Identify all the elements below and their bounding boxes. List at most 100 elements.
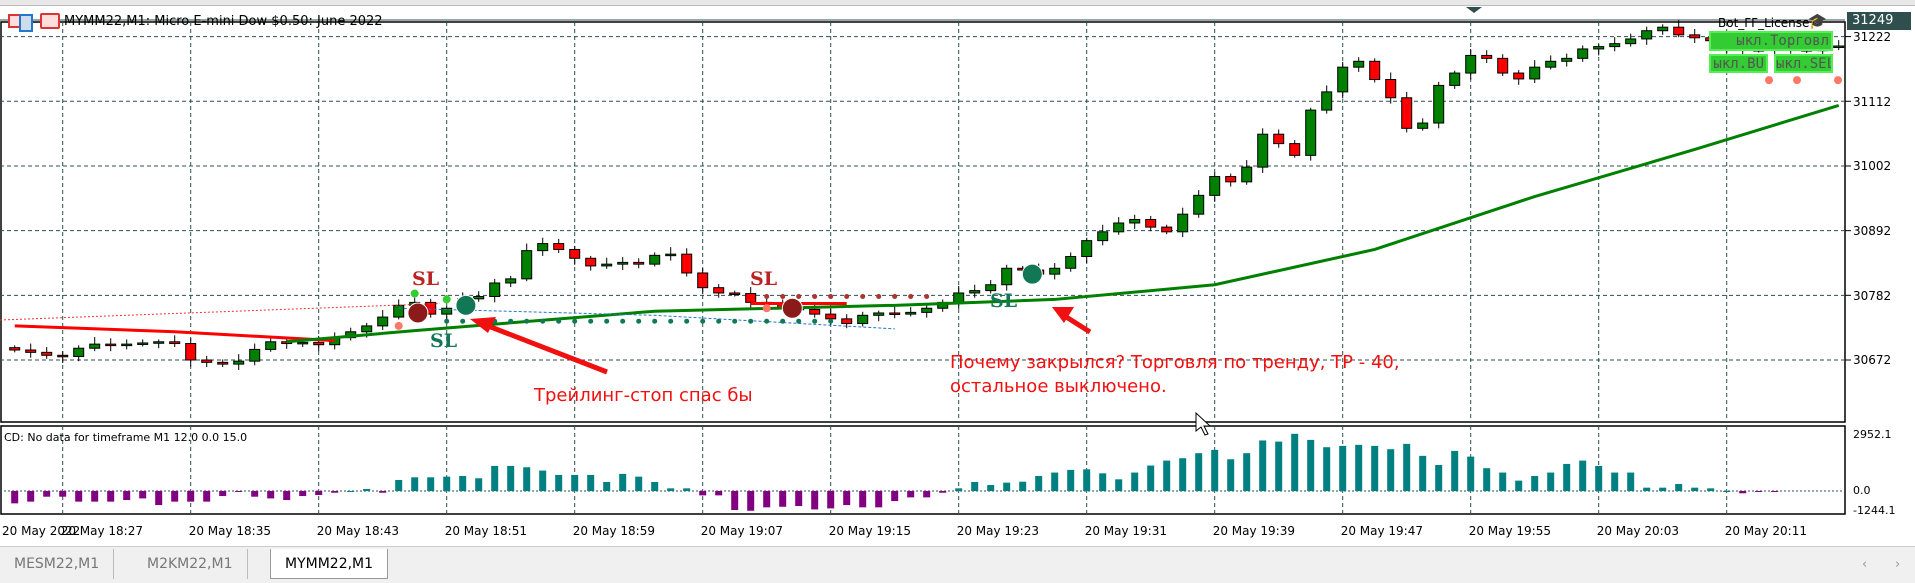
candle-body (441, 307, 453, 315)
cd-bar (1355, 444, 1363, 491)
scroll-left-icon[interactable]: ‹ (1862, 557, 1868, 572)
trailing-dot (732, 318, 738, 324)
trailing-dot (588, 318, 594, 324)
price-level: 30892 (1853, 224, 1892, 238)
trailing-dot (652, 318, 658, 324)
candle-body (1241, 166, 1253, 183)
candle-body (1545, 60, 1557, 68)
scroll-right-icon[interactable]: › (1895, 557, 1901, 572)
cd-bar (1739, 491, 1747, 494)
stop-dot (828, 293, 834, 299)
candle-body (1561, 57, 1573, 62)
candle-body (1337, 66, 1349, 93)
cd-bar (811, 491, 819, 510)
stop-dot (812, 293, 818, 299)
indicator-level: 0.0 (1853, 484, 1871, 497)
annotation-why-closed-2: остальное выключено. (950, 376, 1167, 397)
cd-bar (667, 488, 675, 491)
candle-body (841, 318, 853, 325)
candle-body (729, 292, 741, 295)
cd-bar (843, 491, 851, 506)
candle-body (1593, 46, 1605, 50)
cd-bar (1051, 472, 1059, 491)
cd-bar (923, 491, 931, 498)
candle-body (873, 312, 885, 316)
cd-bar (379, 491, 387, 493)
cd-bar (1243, 453, 1251, 491)
cd-bar (635, 476, 643, 491)
trailing-dot (812, 318, 818, 324)
candle-body (1049, 267, 1061, 275)
tab-mymm22[interactable]: MYMM22,M1 (270, 549, 389, 579)
chart-shift-marker (1466, 7, 1482, 13)
cd-bar (1675, 483, 1683, 491)
time-label: 20 May 19:23 (956, 524, 1039, 538)
cd-bar (251, 491, 259, 497)
cd-bar (27, 491, 35, 502)
cd-bar (779, 491, 787, 507)
tab-mesm22[interactable]: MESM22,M1 (0, 549, 115, 579)
cd-bar (1659, 487, 1667, 491)
candle-body (1209, 176, 1221, 196)
trailing-dot (604, 318, 610, 324)
candle-body (1641, 30, 1653, 40)
cd-bar (1211, 449, 1219, 491)
arrow-head-icon (1052, 307, 1074, 323)
candle-body (1145, 218, 1157, 228)
cd-bar (1515, 480, 1523, 491)
cd-bar (235, 491, 243, 492)
candle-body (1369, 60, 1381, 81)
cd-bar (715, 491, 723, 496)
trailing-dot (524, 318, 530, 324)
cd-bar (1547, 472, 1555, 491)
stop-dot (924, 293, 930, 299)
candle-body (953, 292, 965, 303)
cd-bar (1163, 460, 1171, 491)
sell-toggle-button[interactable]: ыкл.SEL (1774, 54, 1833, 73)
annotation-why-closed: Почему закрылся? Торговля по тренду, TP … (950, 352, 1400, 373)
cd-bar (1579, 460, 1587, 491)
candle-body (1385, 79, 1397, 99)
chart-list-icon[interactable] (8, 14, 33, 32)
signal-dot (410, 289, 419, 298)
trade-marker-icon (781, 297, 803, 319)
candle-body (201, 359, 213, 363)
candle-body (617, 261, 629, 265)
trade-toggle-button[interactable]: ыкл.Торговл (1709, 31, 1833, 51)
candle-body (1401, 97, 1413, 129)
cd-bar (171, 491, 179, 502)
stop-dot (860, 293, 866, 299)
cd-bar (1275, 441, 1283, 491)
trailing-dot (780, 318, 786, 324)
stop-loss-label: SL (430, 330, 458, 352)
candle-body (1289, 143, 1301, 156)
candle-body (713, 287, 725, 294)
signal-dot (1765, 76, 1773, 85)
template-icon[interactable] (40, 13, 60, 29)
cd-bar (427, 477, 435, 491)
candle-body (1449, 72, 1461, 86)
graduation-cap-icon: 🎓 (1808, 12, 1827, 30)
tab-m2km22[interactable]: M2KM22,M1 (133, 549, 248, 579)
signal-dot (394, 321, 403, 330)
candle-body (105, 343, 117, 347)
cd-bar (1467, 456, 1475, 491)
cd-bar (1003, 482, 1011, 491)
candle-body (1193, 194, 1205, 215)
buy-toggle-button[interactable]: ыкл.BU (1709, 54, 1768, 73)
indicator-level: -1244.1 (1853, 504, 1896, 517)
price-chart[interactable] (0, 6, 1915, 546)
candle-body (1433, 84, 1445, 124)
cd-bar (859, 491, 867, 508)
candle-body (249, 348, 261, 362)
candle-body (265, 341, 277, 350)
candle-body (1625, 38, 1637, 45)
cd-bar (11, 491, 19, 504)
cd-bar (795, 491, 803, 507)
candle-body (57, 354, 69, 358)
trailing-dot (716, 318, 722, 324)
trailing-dot (764, 318, 770, 324)
time-label: 20 May 19:31 (1084, 524, 1167, 538)
cd-bar (1771, 491, 1779, 492)
stop-dot (780, 293, 786, 299)
